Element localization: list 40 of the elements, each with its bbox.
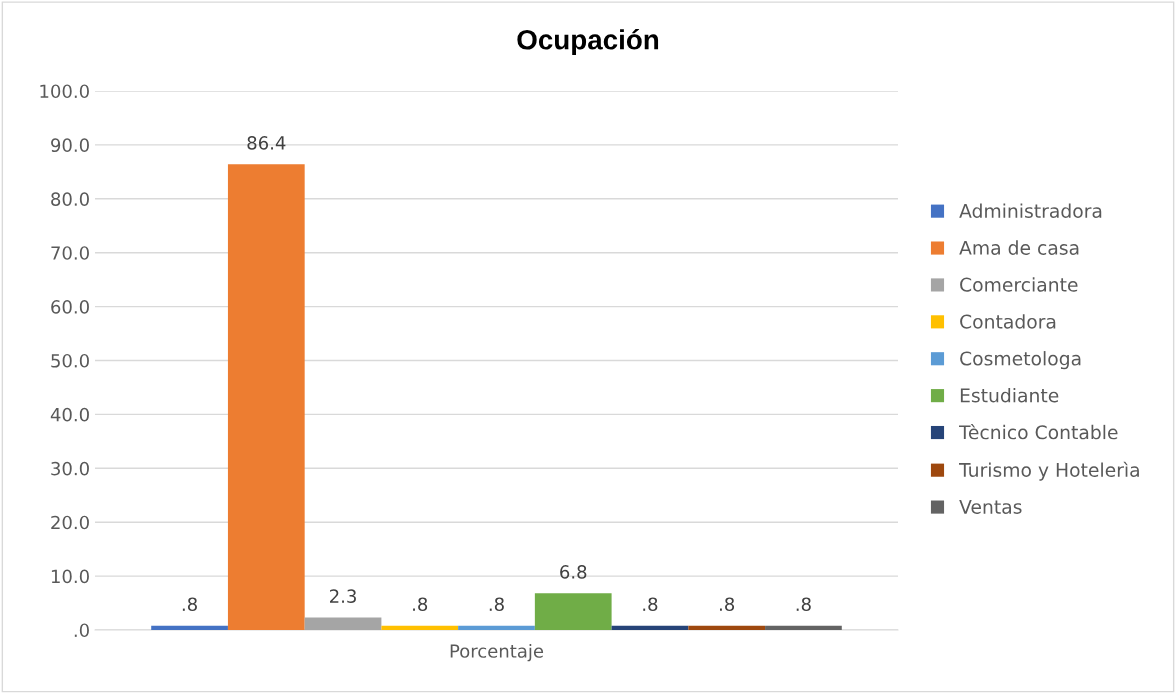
legend-label: Ventas: [959, 499, 1022, 514]
y-tick-label: 80.0: [51, 192, 89, 206]
data-label: .8: [720, 597, 735, 612]
legend-label: Turismo y Hotelerìa: [959, 461, 1139, 481]
bar: [534, 593, 612, 630]
bar: [688, 625, 766, 630]
data-label: 6.8: [560, 565, 587, 579]
legend-label: Tècnico Contable: [959, 424, 1118, 440]
legend-label: Ama de casa: [959, 240, 1079, 255]
legend-label: Estudiante: [960, 387, 1059, 403]
legend-label: Comerciante: [960, 277, 1078, 292]
bar: [458, 625, 535, 630]
data-label: .8: [643, 597, 658, 612]
bar: [151, 625, 228, 630]
bar: [381, 625, 459, 630]
data-label: 2.3: [330, 589, 356, 603]
y-tick-label: 70.0: [51, 246, 89, 260]
legend-label: Contadora: [960, 314, 1056, 329]
y-tick-label: 90.0: [51, 138, 89, 153]
legend-label: Cosmetologa: [960, 351, 1081, 370]
data-label: .8: [796, 597, 811, 612]
y-tick-label: 40.0: [50, 407, 89, 422]
data-label: 86.4: [247, 136, 286, 150]
data-label: .8: [489, 597, 504, 612]
y-tick-label: 10.0: [51, 569, 89, 584]
legend-label: Administradora: [959, 203, 1102, 218]
data-label: .8: [182, 597, 197, 612]
y-tick-label: 100.0: [40, 84, 89, 99]
y-tick-label: 60.0: [51, 300, 89, 314]
chart-title: Ocupación: [517, 28, 659, 56]
y-tick-label: 50.0: [51, 353, 89, 368]
data-label: .8: [413, 597, 428, 612]
y-tick-label: .0: [74, 623, 89, 638]
y-tick-label: 30.0: [51, 461, 89, 476]
bar: [227, 164, 305, 630]
y-tick-label: 20.0: [51, 515, 89, 530]
bar: [304, 617, 382, 630]
bar: [765, 625, 842, 630]
x-tick-label: Porcentaje: [450, 643, 544, 662]
bar: [611, 625, 689, 630]
